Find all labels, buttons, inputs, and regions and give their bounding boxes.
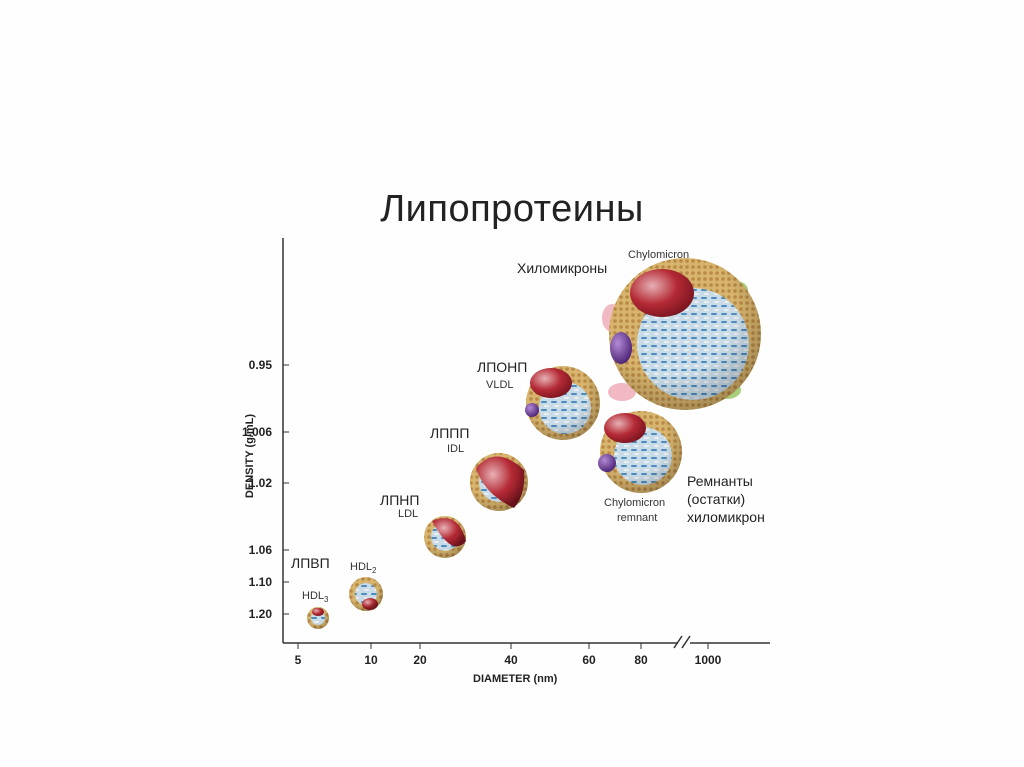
label-hdl2-en-sub: 2 bbox=[372, 566, 377, 576]
y-tick-label: 1.06 bbox=[249, 543, 273, 557]
particle-chylomicron bbox=[602, 258, 761, 410]
x-tick-label: 1000 bbox=[695, 653, 722, 667]
y-tick-label: 1.02 bbox=[249, 476, 273, 490]
label-remnant-en-1: Chylomicron bbox=[604, 497, 666, 509]
y-tick-label: 1.10 bbox=[249, 575, 273, 589]
label-hdl-ru: ЛПВП bbox=[291, 555, 330, 571]
x-tick-label: 60 bbox=[582, 653, 596, 667]
axis-break-mark-2 bbox=[681, 635, 691, 649]
label-vldl-ru: ЛПОНП bbox=[477, 359, 528, 375]
label-hdl3-en-sub: 3 bbox=[324, 595, 329, 605]
label-hdl3-en-base: HDL bbox=[302, 590, 325, 602]
label-hdl3-en: HDL3 bbox=[302, 590, 328, 604]
y-tick-label: 1.006 bbox=[242, 425, 272, 439]
particle-chylomicron-remnant bbox=[598, 411, 682, 493]
y-tick-label: 1.20 bbox=[249, 607, 273, 621]
label-ldl-ru: ЛПНП bbox=[380, 492, 420, 508]
x-tick-label: 20 bbox=[413, 653, 427, 667]
x-tick-label: 10 bbox=[364, 653, 378, 667]
label-ldl-en: LDL bbox=[398, 508, 419, 520]
x-tick-label: 40 bbox=[504, 653, 518, 667]
x-tick-label: 5 bbox=[295, 653, 302, 667]
label-remnant-ru: Ремнанты (остатки) хиломикрон bbox=[687, 472, 765, 526]
y-ticks: 0.95 1.006 1.02 1.06 1.10 1.20 bbox=[242, 358, 289, 621]
label-chylomicron-ru: Хиломикроны bbox=[517, 260, 608, 276]
x-tick-label: 80 bbox=[634, 653, 648, 667]
particle-idl bbox=[470, 453, 528, 511]
label-vldl-en: VLDL bbox=[486, 379, 514, 391]
label-remnant-ru-line1: Ремнанты bbox=[687, 473, 753, 489]
axis-break-mark-1 bbox=[673, 635, 683, 649]
x-axis-title: DIAMETER (nm) bbox=[473, 673, 558, 685]
label-idl-ru: ЛППП bbox=[430, 425, 470, 441]
particle-hdl2 bbox=[349, 577, 383, 611]
label-hdl2-en-base: HDL bbox=[350, 561, 373, 573]
label-remnant-ru-line3: хиломикрон bbox=[687, 509, 765, 525]
y-tick-label: 0.95 bbox=[249, 358, 273, 372]
particle-vldl bbox=[525, 366, 600, 440]
label-idl-en: IDL bbox=[447, 443, 465, 455]
slide-title: Липопротеины bbox=[380, 188, 644, 230]
label-hdl2-en: HDL2 bbox=[350, 561, 376, 575]
label-chylomicron-en: Chylomicron bbox=[628, 249, 690, 261]
label-remnant-en-2: remnant bbox=[617, 512, 658, 524]
x-ticks: 5 10 20 40 60 80 1000 bbox=[295, 643, 722, 667]
particle-ldl bbox=[424, 516, 466, 558]
label-remnant-ru-line2: (остатки) bbox=[687, 491, 746, 507]
y-axis-title: DENSITY (g/mL) bbox=[244, 413, 256, 499]
particle-hdl3 bbox=[307, 607, 329, 629]
